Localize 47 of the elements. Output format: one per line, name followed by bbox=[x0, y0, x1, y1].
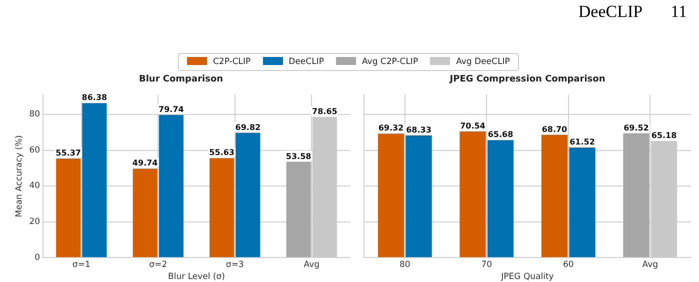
data-label: 65.68 bbox=[488, 130, 514, 140]
data-label: 86.38 bbox=[82, 93, 108, 102]
x-axis-title: Blur Level (σ) bbox=[168, 272, 225, 282]
y-tick-label: 60 bbox=[29, 145, 40, 156]
data-label: 69.32 bbox=[378, 124, 404, 133]
text: DeeCLIP bbox=[578, 2, 643, 21]
x-tick-label: σ=1 bbox=[72, 260, 90, 270]
data-label: 61.52 bbox=[570, 138, 595, 147]
data-label: 69.82 bbox=[235, 122, 261, 132]
bar bbox=[132, 168, 158, 258]
x-axis-title: JPEG Quality bbox=[500, 272, 554, 282]
chart-title: Blur Comparison bbox=[138, 74, 224, 85]
text: 11 bbox=[670, 2, 687, 21]
data-label: 69.52 bbox=[624, 123, 649, 132]
data-label: 55.63 bbox=[209, 148, 234, 158]
y-tick-label: 0 bbox=[34, 252, 40, 263]
x-tick-label: σ=3 bbox=[226, 260, 244, 270]
x-tick-label: 70 bbox=[481, 260, 492, 270]
data-label: 55.37 bbox=[56, 148, 81, 158]
data-label: 53.58 bbox=[286, 152, 312, 161]
legend-label: Avg DeeCLIP bbox=[455, 57, 510, 67]
legend-label: DeeCLIP bbox=[288, 57, 324, 67]
y-tick-label: 40 bbox=[29, 181, 40, 192]
y-axis-title: Mean Accuracy (%) bbox=[14, 135, 24, 218]
x-tick-label: σ=2 bbox=[149, 260, 168, 270]
bar bbox=[286, 162, 311, 258]
data-label: 70.54 bbox=[460, 121, 486, 130]
data-label: 79.74 bbox=[158, 105, 184, 114]
y-tick-label: 20 bbox=[29, 217, 40, 228]
data-label: 65.18 bbox=[651, 131, 678, 140]
legend-label: C2P-CLIP bbox=[212, 57, 251, 67]
y-tick-label: 80 bbox=[29, 110, 40, 120]
data-label: 68.33 bbox=[406, 125, 432, 134]
bar bbox=[82, 103, 107, 258]
data-label: 78.65 bbox=[312, 106, 338, 116]
data-label: 68.70 bbox=[542, 124, 568, 134]
bar bbox=[158, 114, 184, 258]
bar bbox=[56, 158, 81, 258]
x-tick-label: 60 bbox=[562, 260, 574, 270]
x-tick-label: Avg bbox=[642, 260, 658, 270]
data-label: 49.74 bbox=[132, 158, 158, 168]
bar bbox=[236, 132, 260, 258]
x-tick-label: Avg bbox=[304, 260, 320, 270]
bar bbox=[210, 158, 234, 258]
legend-label: Avg C2P-CLIP bbox=[360, 57, 418, 67]
chart-title: JPEG Compression Comparison bbox=[448, 74, 606, 85]
x-tick-label: 80 bbox=[399, 260, 410, 270]
